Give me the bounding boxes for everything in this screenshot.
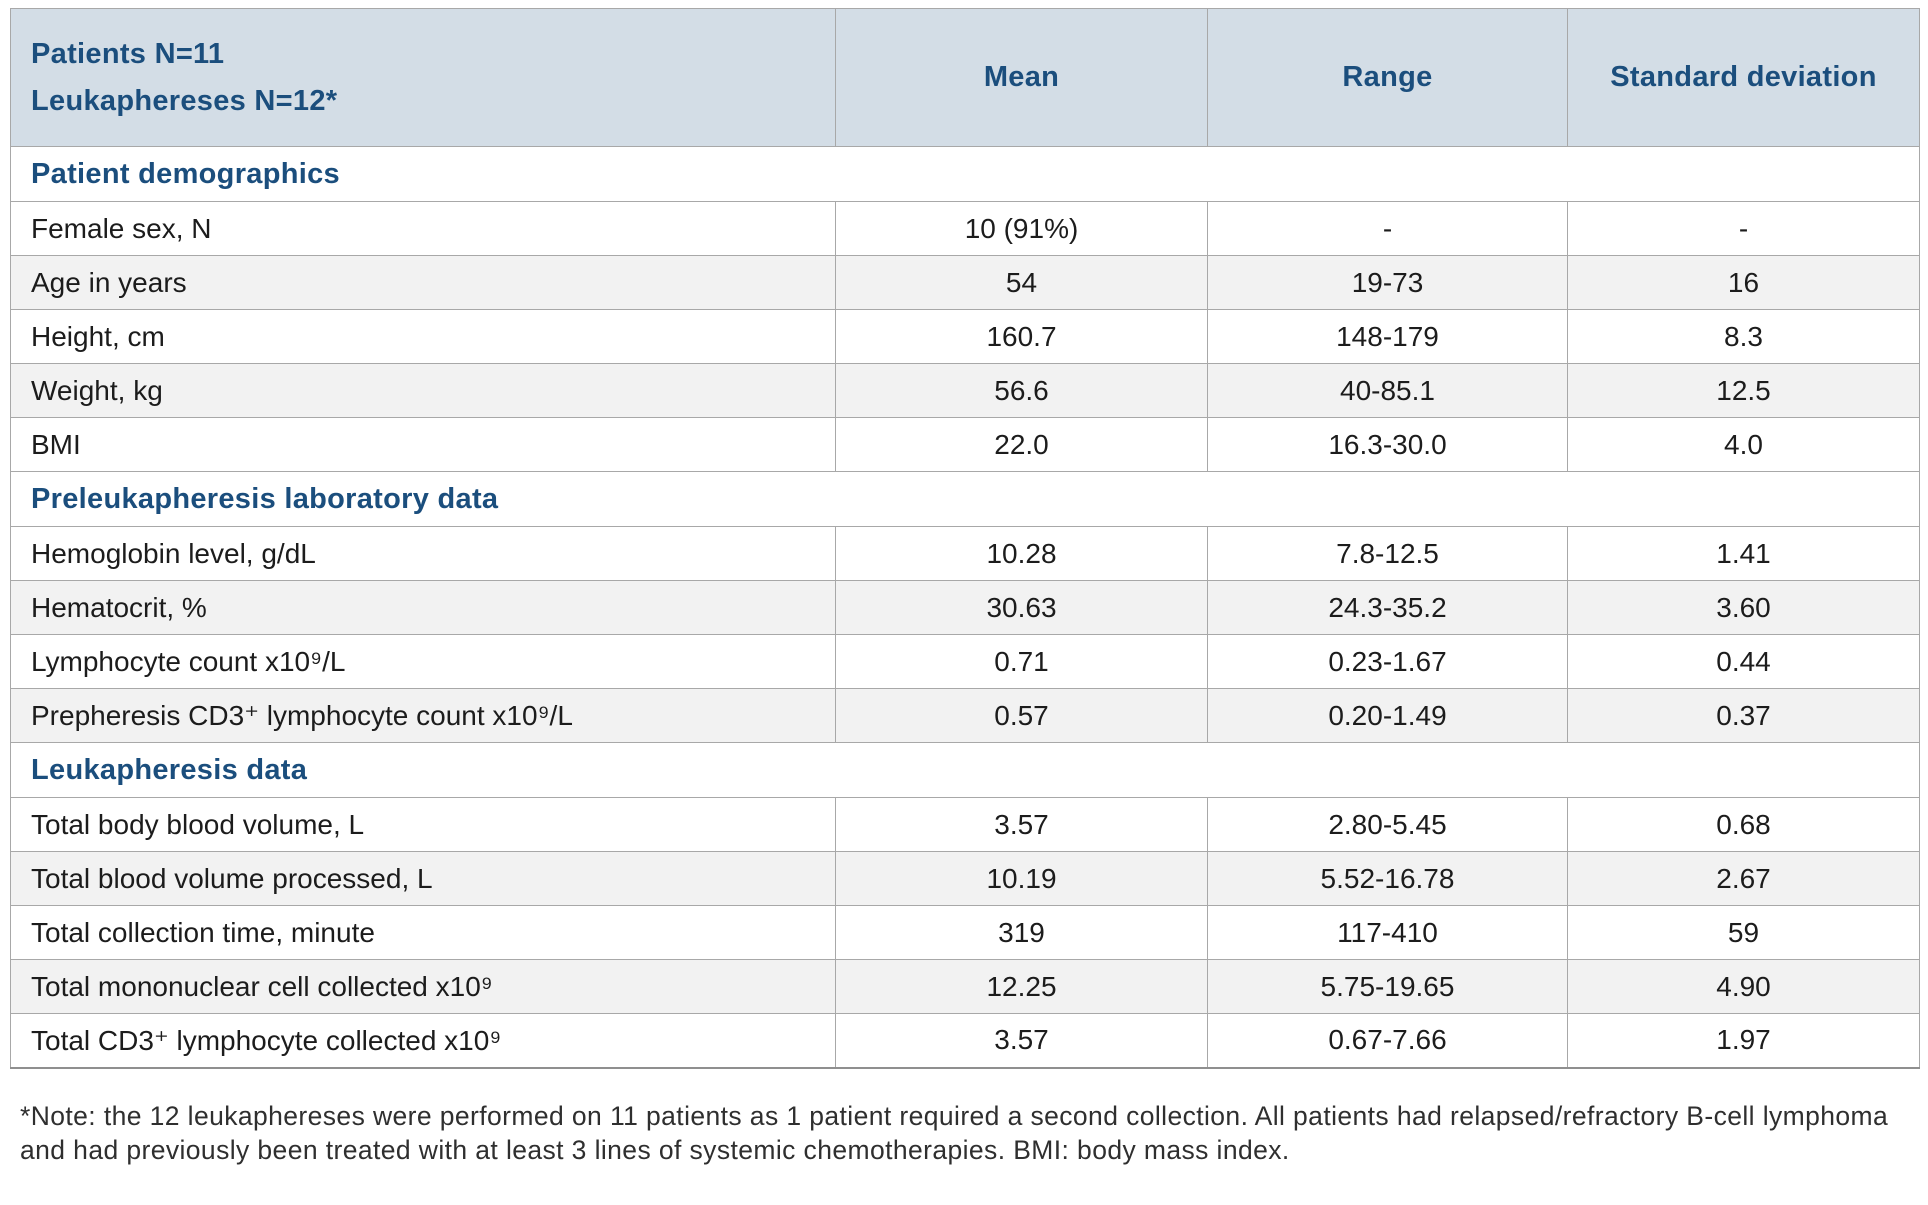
- range-value: 0.20-1.49: [1207, 688, 1568, 743]
- table-header-row: Patients N=11 Leukaphereses N=12* Mean R…: [10, 8, 1920, 147]
- sd-value: 8.3: [1567, 309, 1920, 364]
- row-label: Age in years: [10, 255, 836, 310]
- table-row-total-cd3-lymphocyte-collected: Total CD3⁺ lymphocyte collected x10⁹ 3.5…: [10, 1013, 1920, 1069]
- header-col-range: Range: [1207, 8, 1568, 147]
- range-value: 5.52-16.78: [1207, 851, 1568, 906]
- sd-value: 59: [1567, 905, 1920, 960]
- header-col-standard-deviation: Standard deviation: [1567, 8, 1920, 147]
- table-row-hematocrit: Hematocrit, % 30.63 24.3-35.2 3.60: [10, 580, 1920, 635]
- range-value: 40-85.1: [1207, 363, 1568, 418]
- mean-value: 319: [835, 905, 1208, 960]
- section-title: Leukapheresis data: [10, 742, 1920, 798]
- sd-value: 4.0: [1567, 417, 1920, 472]
- sd-value: 4.90: [1567, 959, 1920, 1014]
- row-label: Total mononuclear cell collected x10⁹: [10, 959, 836, 1014]
- row-label: Weight, kg: [10, 363, 836, 418]
- table-row-total-blood-volume-processed: Total blood volume processed, L 10.19 5.…: [10, 851, 1920, 906]
- row-label: Lymphocyte count x10⁹/L: [10, 634, 836, 689]
- table-row-total-mononuclear-cell-collected: Total mononuclear cell collected x10⁹ 12…: [10, 959, 1920, 1014]
- range-value: 7.8-12.5: [1207, 526, 1568, 581]
- row-label: Total blood volume processed, L: [10, 851, 836, 906]
- mean-value: 0.57: [835, 688, 1208, 743]
- table-row-hemoglobin: Hemoglobin level, g/dL 10.28 7.8-12.5 1.…: [10, 526, 1920, 581]
- sd-value: 0.68: [1567, 797, 1920, 852]
- sd-value: 1.97: [1567, 1013, 1920, 1069]
- table-row-prepheresis-cd3-count: Prepheresis CD3⁺ lymphocyte count x10⁹/L…: [10, 688, 1920, 743]
- range-value: 148-179: [1207, 309, 1568, 364]
- table-row-bmi: BMI 22.0 16.3-30.0 4.0: [10, 417, 1920, 472]
- table-row-height: Height, cm 160.7 148-179 8.3: [10, 309, 1920, 364]
- table-row-total-body-blood-volume: Total body blood volume, L 3.57 2.80-5.4…: [10, 797, 1920, 852]
- row-label: Total CD3⁺ lymphocyte collected x10⁹: [10, 1013, 836, 1069]
- range-value: 19-73: [1207, 255, 1568, 310]
- range-value: 5.75-19.65: [1207, 959, 1568, 1014]
- range-value: -: [1207, 201, 1568, 256]
- header-leukaphereses-count: Leukaphereses N=12*: [31, 84, 338, 117]
- range-value: 0.67-7.66: [1207, 1013, 1568, 1069]
- section-header-leukapheresis-data: Leukapheresis data: [10, 742, 1920, 798]
- row-label: Height, cm: [10, 309, 836, 364]
- section-header-preleukapheresis-lab-data: Preleukapheresis laboratory data: [10, 471, 1920, 527]
- mean-value: 12.25: [835, 959, 1208, 1014]
- row-label: Total body blood volume, L: [10, 797, 836, 852]
- mean-value: 3.57: [835, 1013, 1208, 1069]
- mean-value: 54: [835, 255, 1208, 310]
- row-label: Hemoglobin level, g/dL: [10, 526, 836, 581]
- section-header-patient-demographics: Patient demographics: [10, 146, 1920, 202]
- range-value: 117-410: [1207, 905, 1568, 960]
- table-row-lymphocyte-count: Lymphocyte count x10⁹/L 0.71 0.23-1.67 0…: [10, 634, 1920, 689]
- section-title: Patient demographics: [10, 146, 1920, 202]
- mean-value: 56.6: [835, 363, 1208, 418]
- mean-value: 22.0: [835, 417, 1208, 472]
- mean-value: 10.28: [835, 526, 1208, 581]
- sd-value: 1.41: [1567, 526, 1920, 581]
- sd-value: 12.5: [1567, 363, 1920, 418]
- mean-value: 0.71: [835, 634, 1208, 689]
- header-population-cell: Patients N=11 Leukaphereses N=12*: [10, 8, 836, 147]
- row-label: Total collection time, minute: [10, 905, 836, 960]
- table-row-age: Age in years 54 19-73 16: [10, 255, 1920, 310]
- table-row-weight: Weight, kg 56.6 40-85.1 12.5: [10, 363, 1920, 418]
- range-value: 0.23-1.67: [1207, 634, 1568, 689]
- table-row-female-sex: Female sex, N 10 (91%) - -: [10, 201, 1920, 256]
- row-label: BMI: [10, 417, 836, 472]
- mean-value: 3.57: [835, 797, 1208, 852]
- sd-value: 0.37: [1567, 688, 1920, 743]
- mean-value: 10 (91%): [835, 201, 1208, 256]
- sd-value: -: [1567, 201, 1920, 256]
- footnote-text: *Note: the 12 leukaphereses were perform…: [20, 1100, 1889, 1165]
- range-value: 24.3-35.2: [1207, 580, 1568, 635]
- sd-value: 0.44: [1567, 634, 1920, 689]
- header-col-mean: Mean: [835, 8, 1208, 147]
- header-patients-count: Patients N=11: [31, 37, 225, 70]
- table-row-total-collection-time: Total collection time, minute 319 117-41…: [10, 905, 1920, 960]
- sd-value: 3.60: [1567, 580, 1920, 635]
- row-label: Female sex, N: [10, 201, 836, 256]
- section-title: Preleukapheresis laboratory data: [10, 471, 1920, 527]
- mean-value: 160.7: [835, 309, 1208, 364]
- row-label: Hematocrit, %: [10, 580, 836, 635]
- range-value: 2.80-5.45: [1207, 797, 1568, 852]
- mean-value: 30.63: [835, 580, 1208, 635]
- mean-value: 10.19: [835, 851, 1208, 906]
- sd-value: 16: [1567, 255, 1920, 310]
- leukapheresis-statistics-table: Patients N=11 Leukaphereses N=12* Mean R…: [10, 8, 1920, 1069]
- range-value: 16.3-30.0: [1207, 417, 1568, 472]
- row-label: Prepheresis CD3⁺ lymphocyte count x10⁹/L: [10, 688, 836, 743]
- sd-value: 2.67: [1567, 851, 1920, 906]
